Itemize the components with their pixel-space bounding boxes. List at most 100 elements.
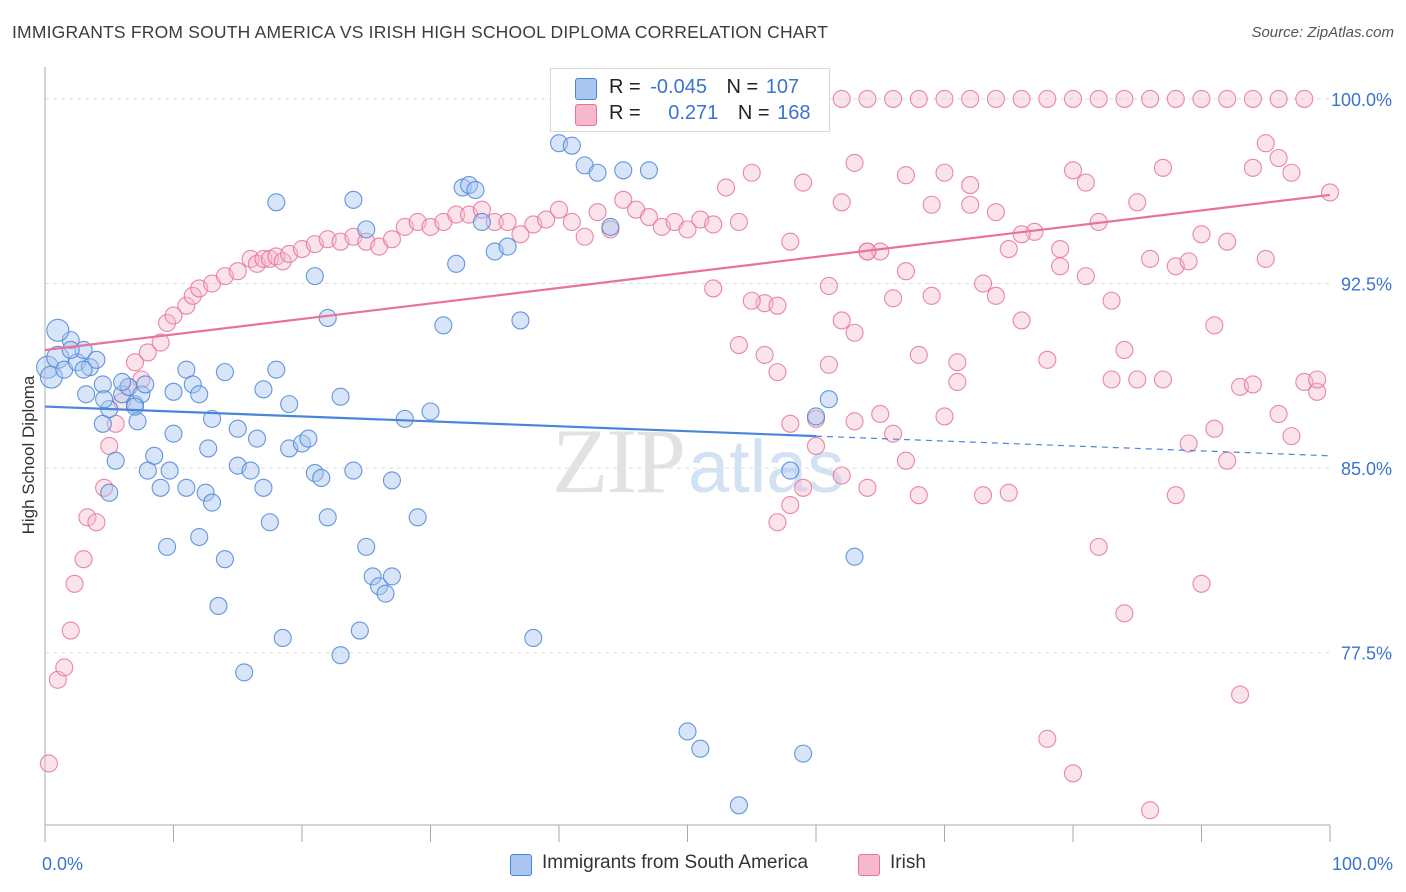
point-irish xyxy=(39,754,58,773)
point-immigrants xyxy=(254,380,273,399)
point-immigrants xyxy=(806,407,826,426)
point-irish xyxy=(1128,193,1147,212)
point-irish xyxy=(1282,163,1301,182)
point-immigrants xyxy=(447,254,466,273)
point-irish xyxy=(1192,574,1211,593)
point-irish xyxy=(948,353,967,372)
bottom-legend-swatch-blue xyxy=(510,854,532,876)
point-irish xyxy=(1243,89,1262,108)
point-irish xyxy=(183,286,202,305)
point-immigrants xyxy=(95,390,114,409)
point-immigrants xyxy=(203,493,222,512)
point-irish xyxy=(1243,158,1262,177)
point-irish xyxy=(1141,249,1160,268)
point-immigrants xyxy=(408,508,427,527)
point-irish xyxy=(884,424,903,443)
point-irish xyxy=(1063,161,1083,180)
point-irish xyxy=(575,227,594,246)
point-immigrants xyxy=(498,237,517,256)
point-irish xyxy=(639,208,659,227)
point-immigrants xyxy=(350,621,369,640)
point-irish xyxy=(537,210,556,229)
point-immigrants xyxy=(382,567,402,586)
point-immigrants xyxy=(74,360,93,379)
point-immigrants xyxy=(344,190,363,209)
point-immigrants xyxy=(158,537,177,556)
point-immigrants xyxy=(331,387,350,406)
watermark: ZIP atlas xyxy=(552,410,844,512)
point-immigrants xyxy=(100,483,119,502)
point-irish xyxy=(832,89,851,108)
point-immigrants xyxy=(466,180,485,200)
point-irish xyxy=(485,212,504,232)
point-irish xyxy=(1256,134,1275,153)
point-irish xyxy=(511,225,530,244)
y-tick-label: 77.5% xyxy=(1341,644,1392,664)
point-irish xyxy=(1128,370,1147,389)
point-irish xyxy=(95,478,114,497)
point-immigrants xyxy=(203,409,222,428)
x-tick-label: 0.0% xyxy=(42,854,83,874)
point-irish xyxy=(65,574,84,593)
point-irish xyxy=(1179,434,1198,453)
point-immigrants xyxy=(87,350,106,369)
point-immigrants xyxy=(305,267,324,286)
point-irish xyxy=(742,163,761,182)
trend-line-immigrants xyxy=(44,405,817,438)
point-irish xyxy=(1051,240,1070,259)
point-irish xyxy=(1115,604,1134,623)
point-irish xyxy=(986,89,1005,108)
point-irish xyxy=(909,486,928,505)
point-irish xyxy=(819,276,838,296)
point-immigrants xyxy=(190,385,209,404)
point-irish xyxy=(472,200,491,219)
point-irish xyxy=(138,343,157,362)
point-immigrants xyxy=(46,345,70,369)
point-irish xyxy=(614,190,633,209)
point-immigrants xyxy=(196,483,215,502)
legend-n-label: N = xyxy=(737,102,770,124)
point-immigrants xyxy=(357,220,376,239)
point-irish xyxy=(1205,316,1224,335)
point-irish xyxy=(909,345,928,364)
x-tick-label: 100.0% xyxy=(1332,854,1393,874)
point-immigrants xyxy=(113,372,132,392)
point-irish xyxy=(986,203,1005,222)
point-immigrants xyxy=(639,161,659,180)
bottom-legend-label: Irish xyxy=(890,852,926,873)
point-irish xyxy=(1063,89,1083,108)
point-irish xyxy=(151,333,170,352)
point-irish xyxy=(1051,257,1070,276)
point-irish xyxy=(562,212,581,232)
point-irish xyxy=(781,495,800,515)
point-immigrants xyxy=(344,461,363,480)
y-tick-label: 92.5% xyxy=(1341,275,1392,295)
point-irish xyxy=(164,306,183,325)
point-irish xyxy=(896,262,916,281)
point-irish xyxy=(498,212,517,232)
point-irish xyxy=(768,363,787,382)
point-irish xyxy=(1192,225,1211,244)
point-irish xyxy=(1269,404,1288,424)
point-irish xyxy=(1308,382,1327,401)
point-irish xyxy=(935,407,954,426)
point-irish xyxy=(922,195,941,214)
trend-lines xyxy=(44,193,1331,457)
point-irish xyxy=(909,89,928,108)
point-immigrants xyxy=(331,646,350,665)
point-irish xyxy=(1269,148,1288,168)
point-immigrants xyxy=(254,478,273,497)
point-irish xyxy=(1076,267,1095,286)
point-immigrants xyxy=(511,311,530,330)
point-irish xyxy=(871,242,890,261)
point-irish xyxy=(729,212,748,232)
point-irish xyxy=(1115,89,1134,108)
point-immigrants xyxy=(145,446,164,465)
point-irish xyxy=(871,404,890,424)
point-immigrants xyxy=(588,163,607,182)
watermark-zip: ZIP xyxy=(552,410,684,512)
chart-title: IMMIGRANTS FROM SOUTH AMERICA VS IRISH H… xyxy=(12,22,829,42)
point-irish xyxy=(999,240,1018,259)
legend-r-value: -0.045 xyxy=(650,76,707,98)
